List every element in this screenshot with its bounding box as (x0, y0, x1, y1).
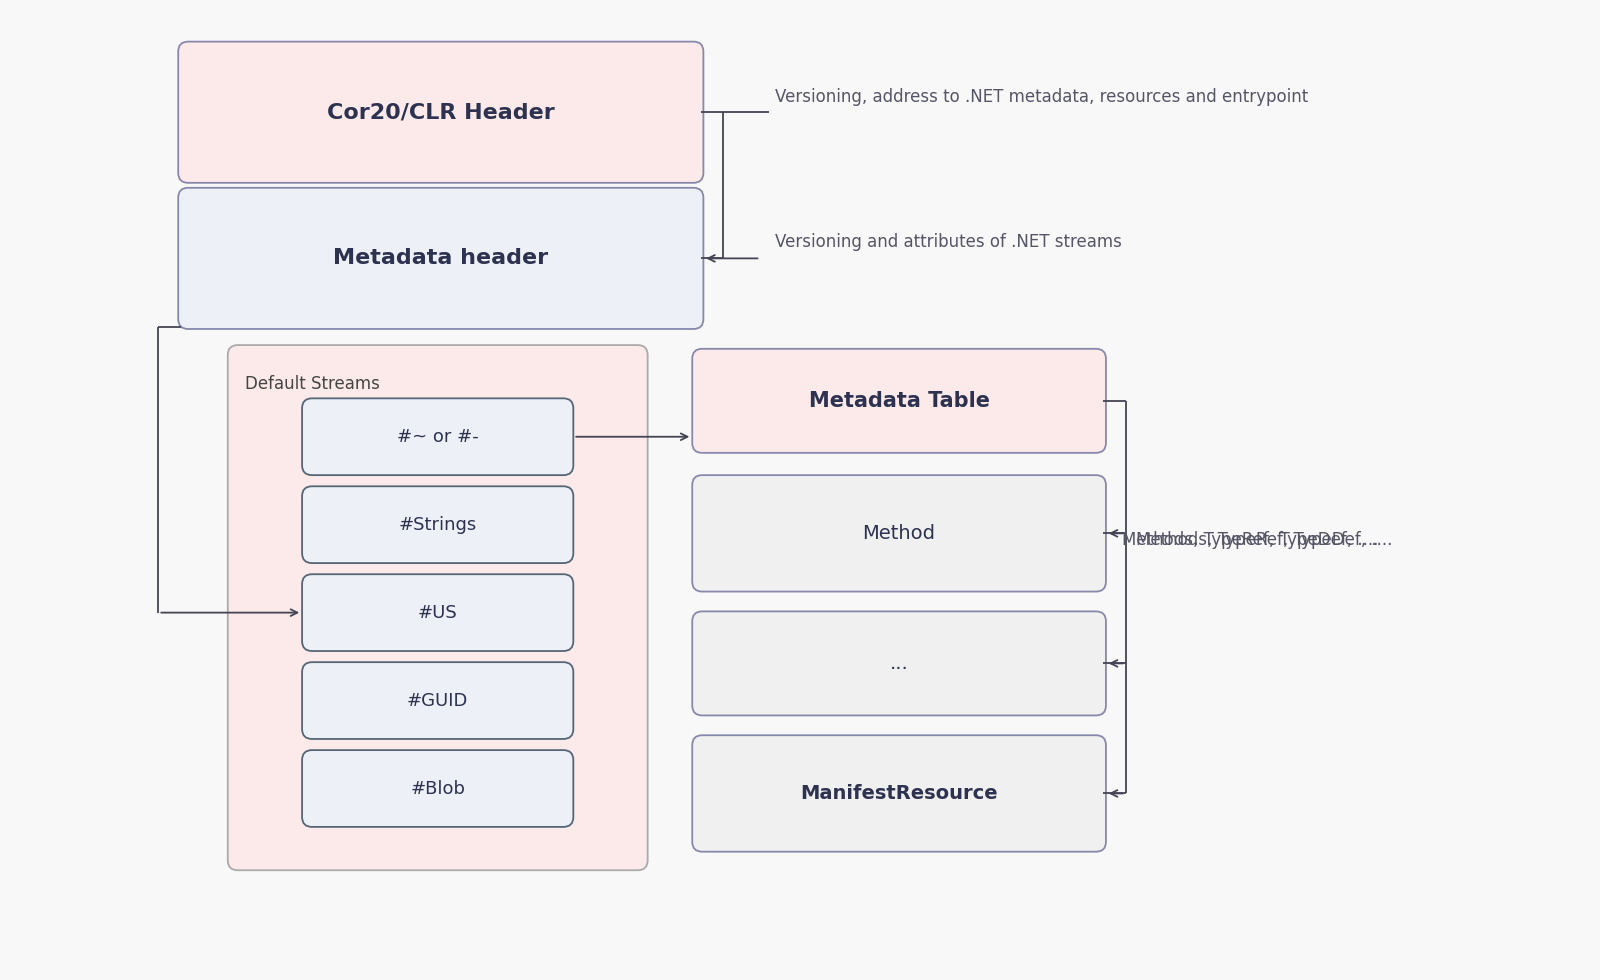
Text: Versioning and attributes of .NET streams: Versioning and attributes of .NET stream… (776, 233, 1122, 251)
Text: ...: ... (890, 654, 909, 673)
Text: #Blob: #Blob (410, 779, 466, 798)
FancyBboxPatch shape (693, 735, 1106, 852)
FancyBboxPatch shape (302, 486, 573, 564)
FancyBboxPatch shape (302, 398, 573, 475)
FancyBboxPatch shape (227, 345, 648, 870)
Text: Method: Method (862, 524, 936, 543)
FancyBboxPatch shape (178, 41, 704, 183)
Text: Versioning, address to .NET metadata, resources and entrypoint: Versioning, address to .NET metadata, re… (776, 88, 1309, 107)
FancyBboxPatch shape (693, 349, 1106, 453)
Text: ManifestResource: ManifestResource (800, 784, 998, 803)
Text: #~ or #-: #~ or #- (397, 427, 478, 446)
FancyBboxPatch shape (693, 612, 1106, 715)
Text: Cor20/CLR Header: Cor20/CLR Header (326, 102, 555, 122)
FancyBboxPatch shape (693, 475, 1106, 592)
Text: #US: #US (418, 604, 458, 621)
Text: Methods, TypeRef, TypeDef, ....: Methods, TypeRef, TypeDef, .... (1122, 530, 1379, 549)
FancyBboxPatch shape (302, 750, 573, 827)
Text: #GUID: #GUID (406, 692, 469, 710)
Text: Metadata header: Metadata header (333, 248, 549, 269)
Text: Methods, TypeRef, TypeDef, ....: Methods, TypeRef, TypeDef, .... (1136, 530, 1392, 549)
Text: #Strings: #Strings (398, 515, 477, 534)
FancyBboxPatch shape (178, 188, 704, 329)
FancyBboxPatch shape (302, 574, 573, 651)
FancyBboxPatch shape (302, 662, 573, 739)
Text: Metadata Table: Metadata Table (808, 391, 989, 411)
Text: Default Streams: Default Streams (245, 374, 379, 393)
